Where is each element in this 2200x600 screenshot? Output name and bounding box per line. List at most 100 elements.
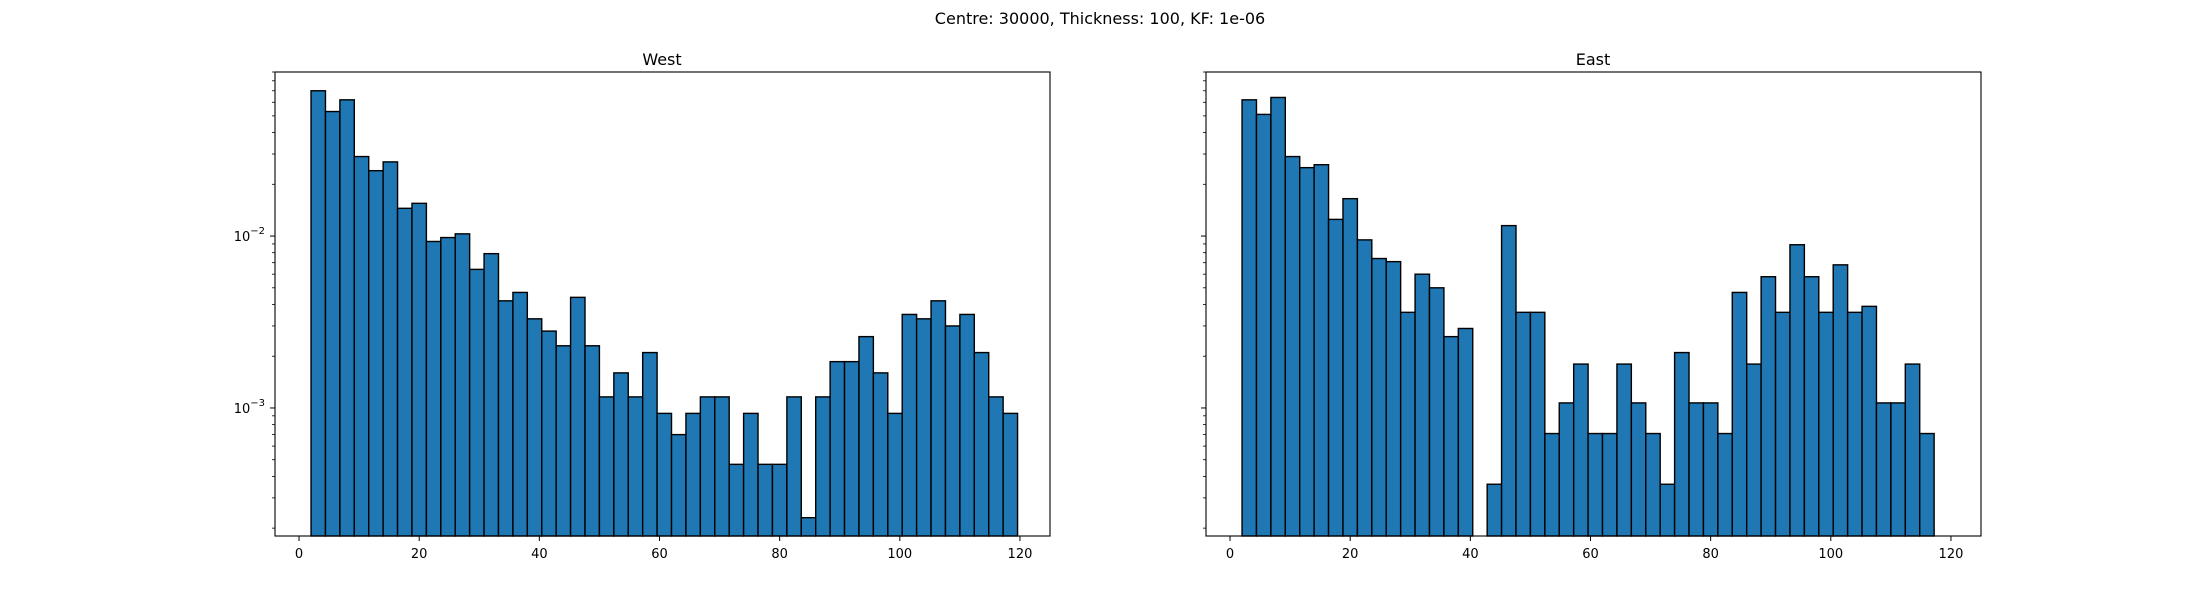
- histogram-bar: [670, 433, 687, 537]
- histogram-bar: [786, 396, 802, 537]
- histogram-bar: [858, 335, 875, 537]
- histogram-panel-west: West 0 20 40 60 80 100 120 10−3 10−2: [234, 50, 1051, 562]
- histogram-bar: [944, 325, 961, 537]
- histogram-bar: [1284, 155, 1301, 537]
- histogram-bar: [1904, 363, 1921, 537]
- histogram-bar: [685, 412, 702, 537]
- histogram-bar: [324, 110, 341, 537]
- histogram-bar: [1299, 166, 1315, 537]
- histogram-bar: [1313, 164, 1330, 537]
- histogram-bar: [1659, 483, 1676, 537]
- histogram-bar: [396, 207, 413, 537]
- histogram-bar: [613, 372, 629, 537]
- histogram-bar: [555, 345, 572, 537]
- x-tick-label: 100: [887, 547, 912, 562]
- histogram-bar: [1529, 311, 1546, 537]
- histogram-bar: [988, 396, 1004, 537]
- histogram-bar: [1760, 276, 1777, 537]
- histogram-bar: [1861, 305, 1878, 537]
- x-tick-label: 80: [1702, 547, 1719, 562]
- histogram-bar: [656, 412, 673, 537]
- histogram-bar: [901, 313, 918, 537]
- histogram-bar: [541, 330, 557, 537]
- histogram-bar: [1544, 432, 1560, 537]
- histogram-bar: [1818, 311, 1834, 537]
- histogram-bar: [1702, 402, 1719, 537]
- histogram-bar: [1846, 311, 1863, 537]
- histogram-bar: [483, 252, 500, 537]
- histogram-bar: [1356, 239, 1373, 537]
- histogram-bar: [1342, 197, 1359, 537]
- histogram-bar: [1241, 99, 1258, 537]
- histogram-bar: [771, 463, 788, 537]
- histogram-bar: [757, 463, 774, 537]
- panel-title-west: West: [642, 50, 681, 69]
- histogram-bar: [959, 313, 976, 537]
- histogram-bar: [843, 360, 860, 537]
- x-tick-label: 120: [1008, 547, 1033, 562]
- histogram-bar: [1645, 432, 1661, 537]
- histogram-bar: [411, 202, 428, 537]
- histogram-bar: [1875, 402, 1892, 537]
- histogram-bar: [1371, 257, 1387, 537]
- histogram-bar: [641, 351, 658, 537]
- histogram-bar: [382, 161, 399, 537]
- histogram-bar: [1457, 327, 1474, 537]
- histogram-bar: [1270, 96, 1287, 537]
- histogram-bar: [887, 412, 903, 537]
- histogram-bar: [526, 318, 543, 537]
- histogram-bar: [1572, 363, 1589, 537]
- histogram-bar: [1486, 483, 1503, 537]
- panel-title-east: East: [1576, 50, 1611, 69]
- histogram-bar: [814, 396, 831, 537]
- histogram-bar: [454, 233, 471, 537]
- histogram-bar: [872, 372, 889, 537]
- x-tick-label: 60: [651, 547, 668, 562]
- histogram-bar: [829, 360, 846, 537]
- x-tick-label: 0: [295, 547, 303, 562]
- histogram-bar: [1616, 363, 1633, 537]
- histogram-bar: [800, 516, 817, 537]
- x-tick-label: 20: [1342, 547, 1359, 562]
- x-tick-label: 100: [1818, 547, 1843, 562]
- histogram-bar: [425, 240, 442, 537]
- histogram-bar: [627, 396, 644, 537]
- histogram-bar: [339, 99, 356, 537]
- histogram-bar: [930, 300, 947, 537]
- histogram-bar: [368, 169, 384, 537]
- histogram-bar: [1919, 432, 1935, 537]
- x-tick-label: 40: [531, 547, 548, 562]
- histogram-bar: [728, 463, 745, 537]
- histogram-bar: [1774, 311, 1791, 537]
- y-tick-label: 10−2: [234, 226, 265, 245]
- histogram-bar: [742, 412, 759, 537]
- histogram-bar: [1443, 335, 1460, 537]
- histogram-bar: [1717, 432, 1733, 537]
- histogram-bar: [1399, 311, 1416, 537]
- histogram-bar: [1601, 432, 1618, 537]
- histogram-bar: [353, 155, 370, 537]
- histogram-bar: [1745, 363, 1762, 537]
- bars-east: [1241, 96, 1935, 537]
- axes-frame: [274, 71, 1051, 537]
- y-tick-label: 10−3: [234, 398, 265, 417]
- histogram-panel-east: East 0 20 40 60 80 100 120: [1201, 50, 1982, 562]
- x-tick-label: 40: [1462, 547, 1479, 562]
- y-tick-exponent: −2: [250, 226, 265, 237]
- histogram-bar: [1673, 351, 1690, 537]
- histogram-bar: [598, 396, 615, 537]
- bars-west: [310, 90, 1019, 537]
- histogram-bar: [440, 236, 456, 537]
- histogram-bar: [1515, 311, 1532, 537]
- histogram-bar: [468, 268, 485, 537]
- histogram-bar: [973, 351, 990, 537]
- histogram-bar: [1428, 287, 1445, 537]
- histogram-bar: [497, 300, 514, 537]
- x-tick-label: 60: [1582, 547, 1599, 562]
- histogram-bar: [1587, 432, 1604, 537]
- histogram-bar: [1327, 218, 1344, 537]
- histogram-bar: [1414, 273, 1431, 537]
- histogram-bar: [1255, 113, 1272, 537]
- histogram-bar: [1688, 402, 1705, 537]
